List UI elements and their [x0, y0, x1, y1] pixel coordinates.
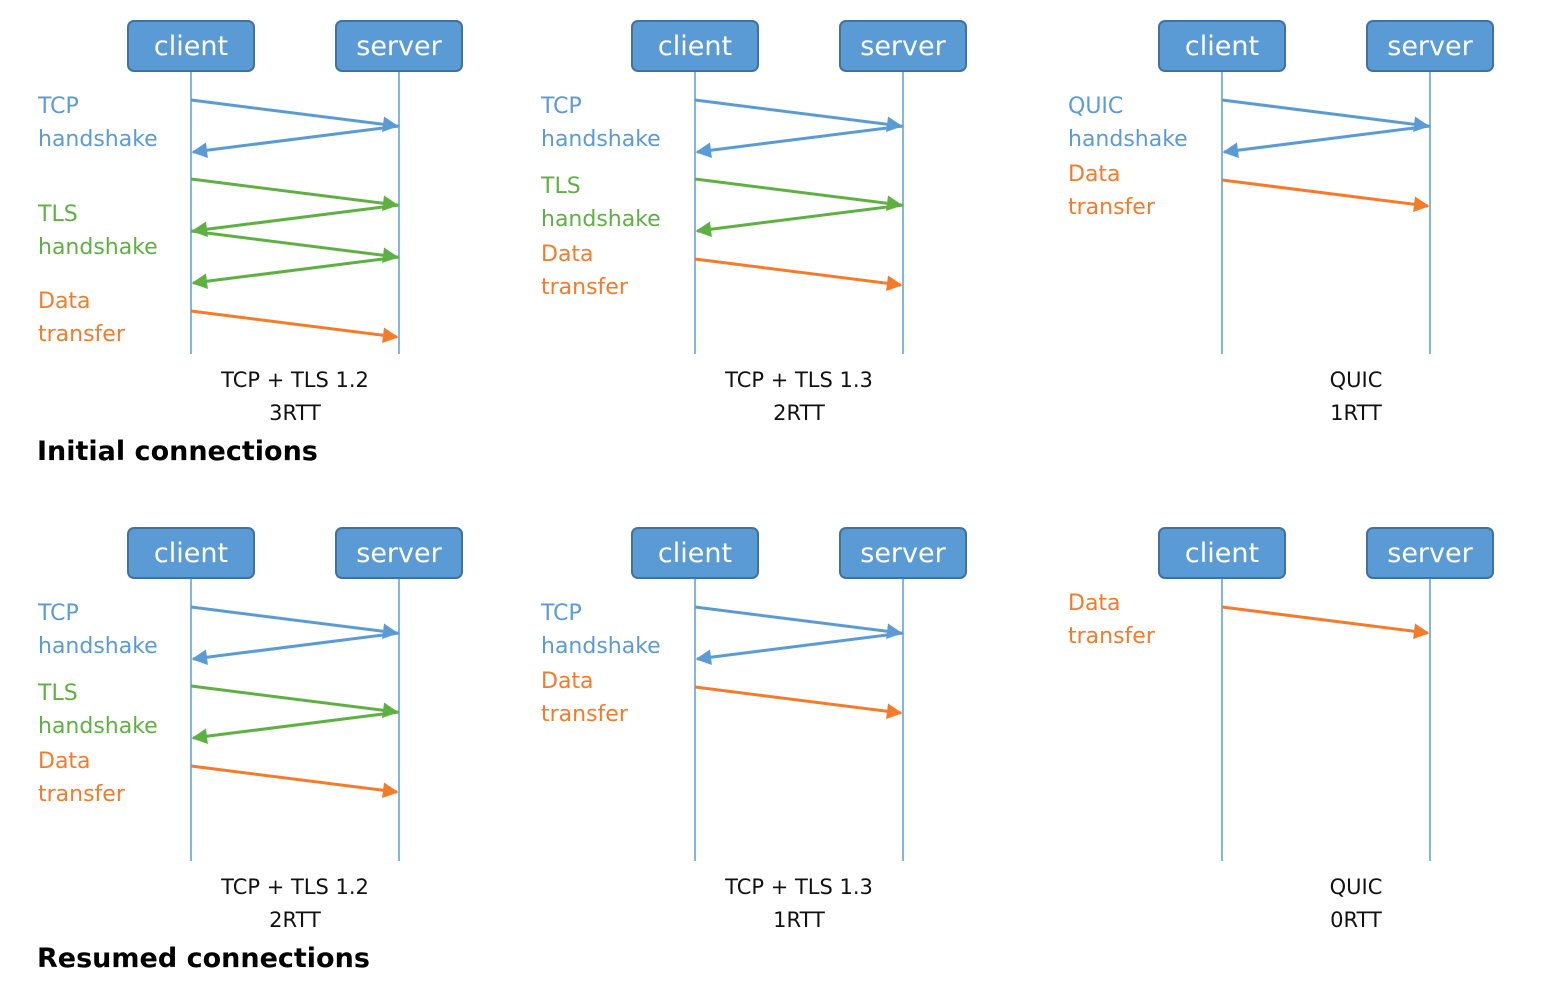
sequence-diagram	[1221, 577, 1431, 861]
caption-protocol: TCP + TLS 1.3	[725, 368, 873, 392]
tls-message-arrow	[191, 203, 400, 237]
data-phase-label: Data transfer	[38, 749, 125, 807]
tcp-message-arrow	[695, 124, 904, 158]
client-box: client	[631, 527, 759, 579]
tcp-phase-label: TCP handshake	[38, 94, 158, 152]
sequence-diagram	[694, 577, 904, 861]
sequence-panel: client server Data transfer QUIC 0RTT	[1031, 507, 1531, 937]
panel-caption: TCP + TLS 1.3 2RTT	[669, 364, 929, 430]
caption-protocol: TCP + TLS 1.2	[221, 875, 369, 899]
tcp-phase-label: TCP handshake	[38, 601, 158, 659]
quic-phase-label: QUIC handshake	[1068, 94, 1188, 152]
panel-caption: TCP + TLS 1.3 1RTT	[669, 871, 929, 937]
sequence-diagram	[190, 577, 400, 861]
client-box: client	[127, 527, 255, 579]
panel-caption: QUIC 0RTT	[1226, 871, 1486, 937]
caption-rtt: 1RTT	[773, 908, 825, 932]
caption-rtt: 1RTT	[1330, 401, 1382, 425]
data-message-arrow	[190, 764, 399, 798]
sequence-panel: client server TCP handshake TLS handshake Da…	[504, 0, 1004, 430]
section-title: Resumed connections	[37, 943, 370, 974]
server-box: server	[1366, 527, 1494, 579]
panel-caption: TCP + TLS 1.2 2RTT	[165, 871, 425, 937]
tls-message-arrow	[190, 229, 399, 263]
quic-message-arrow	[1222, 124, 1431, 158]
tcp-message-arrow	[694, 605, 903, 639]
server-box: server	[1366, 20, 1494, 72]
tls-message-arrow	[191, 710, 400, 744]
data-phase-label: Data transfer	[1068, 162, 1155, 220]
tcp-message-arrow	[694, 98, 903, 132]
caption-protocol: TCP + TLS 1.2	[221, 368, 369, 392]
server-box: server	[839, 20, 967, 72]
sequence-panel: client server TCP handshake TLS handshake Da…	[0, 0, 500, 430]
sequence-diagram	[694, 70, 904, 354]
caption-rtt: 0RTT	[1330, 908, 1382, 932]
data-phase-label: Data transfer	[1068, 591, 1155, 649]
server-box: server	[335, 20, 463, 72]
tcp-message-arrow	[190, 605, 399, 639]
section-title: Initial connections	[37, 436, 318, 467]
data-message-arrow	[694, 685, 903, 719]
sequence-panel: client server QUIC handshake Data transfer Q…	[1031, 0, 1531, 430]
data-phase-label: Data transfer	[541, 242, 628, 300]
client-box: client	[1158, 527, 1286, 579]
server-box: server	[839, 527, 967, 579]
data-message-arrow	[1221, 605, 1430, 639]
server-box: server	[335, 527, 463, 579]
tcp-message-arrow	[191, 631, 400, 665]
caption-protocol: QUIC	[1329, 368, 1383, 392]
tcp-message-arrow	[191, 124, 400, 158]
data-message-arrow	[1221, 178, 1430, 212]
caption-rtt: 3RTT	[269, 401, 321, 425]
caption-protocol: TCP + TLS 1.3	[725, 875, 873, 899]
tcp-phase-label: TCP handshake	[541, 94, 661, 152]
tls-phase-label: TLS handshake	[38, 681, 158, 739]
sequence-panel: client server TCP handshake TLS handshake Da…	[0, 507, 500, 937]
data-phase-label: Data transfer	[38, 289, 125, 347]
data-phase-label: Data transfer	[541, 669, 628, 727]
sequence-panel: client server TCP handshake Data transfer TC…	[504, 507, 1004, 937]
tls-phase-label: TLS handshake	[38, 202, 158, 260]
tls-message-arrow	[190, 684, 399, 718]
tls-phase-label: TLS handshake	[541, 174, 661, 232]
tls-message-arrow	[695, 203, 904, 237]
tcp-phase-label: TCP handshake	[541, 601, 661, 659]
caption-protocol: QUIC	[1329, 875, 1383, 899]
tcp-message-arrow	[190, 98, 399, 132]
caption-rtt: 2RTT	[773, 401, 825, 425]
tls-message-arrow	[190, 177, 399, 211]
client-box: client	[127, 20, 255, 72]
sequence-diagram	[1221, 70, 1431, 354]
quic-message-arrow	[1221, 98, 1430, 132]
panel-caption: TCP + TLS 1.2 3RTT	[165, 364, 425, 430]
tcp-message-arrow	[695, 631, 904, 665]
data-message-arrow	[694, 257, 903, 291]
tls-message-arrow	[694, 177, 903, 211]
tls-message-arrow	[191, 255, 400, 289]
client-box: client	[631, 20, 759, 72]
caption-rtt: 2RTT	[269, 908, 321, 932]
data-message-arrow	[190, 309, 399, 343]
client-box: client	[1158, 20, 1286, 72]
panel-caption: QUIC 1RTT	[1226, 364, 1486, 430]
sequence-diagram	[190, 70, 400, 354]
